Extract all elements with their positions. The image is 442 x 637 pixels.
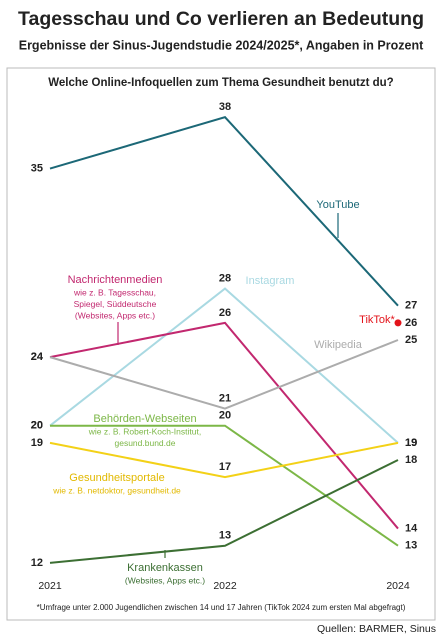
series-description: (Websites, Apps etc.) [75,310,155,320]
series-line [49,459,399,564]
series-description: (Websites, Apps etc.) [125,575,205,585]
series-description: Spiegel, Süddeutsche [74,299,157,309]
series-label: Krankenkassen [127,562,203,574]
series-line [49,116,399,307]
series-line [49,441,399,479]
value-label: 19 [31,437,43,449]
value-label: 25 [405,334,417,346]
x-tick-label: 2024 [386,580,410,592]
question: Welche Online-Infoquellen zum Thema Gesu… [48,77,393,89]
value-label: 28 [219,272,231,284]
x-tick-label: 2021 [38,580,62,592]
series-line [50,424,399,547]
value-label: 27 [405,300,417,312]
series-point [394,319,402,327]
value-label: 20 [219,410,231,422]
series-label: YouTube [316,199,359,211]
value-label: 17 [219,461,231,473]
series-description: wie z. B. netdoktor, gesundheit.de [52,485,181,495]
series-line [49,287,399,444]
value-label: 14 [405,522,418,534]
value-label: 18 [405,454,417,466]
footnote: *Umfrage unter 2.000 Jugendlichen zwisch… [37,603,406,612]
value-label: 13 [219,530,231,542]
value-label: 19 [405,437,417,449]
value-label: 38 [219,101,231,113]
series-label: Gesundheitsportale [69,472,164,484]
chart-title: Tagesschau und Co verlieren an Bedeutung [18,8,424,30]
value-label: 24 [31,351,44,363]
series-label: Nachrichtenmedien [68,274,163,286]
source: Quellen: BARMER, Sinus [317,623,436,635]
series-label: Instagram [246,275,295,287]
value-label: 13 [405,540,417,552]
chart-subtitle: Ergebnisse der Sinus-Jugendstudie 2024/2… [19,38,424,52]
value-label: 20 [31,420,43,432]
series-description: wie z. B. Tagesschau, [73,287,156,297]
value-label: 26 [405,317,417,329]
series-line [49,339,399,410]
chart-frame [6,67,436,621]
value-label: 12 [31,557,43,569]
value-label: 20 [31,420,43,432]
series-line [49,321,399,530]
value-label: 24 [31,351,44,363]
x-tick-label: 2022 [213,580,237,592]
series-label: Wikipedia [314,339,363,351]
series-label: TikTok* [359,314,395,326]
series-description: wie z. B. Robert-Koch-Institut, [88,426,201,436]
value-label: 19 [405,437,417,449]
value-label: 26 [219,307,231,319]
value-label: 21 [219,392,231,404]
series-description: gesund.bund.de [115,438,176,448]
series-label: Behörden-Webseiten [93,413,196,425]
value-label: 35 [31,162,43,174]
